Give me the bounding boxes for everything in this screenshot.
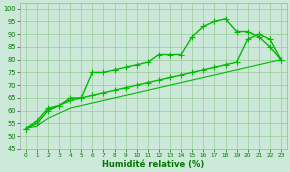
X-axis label: Humidité relative (%): Humidité relative (%) (102, 159, 204, 169)
